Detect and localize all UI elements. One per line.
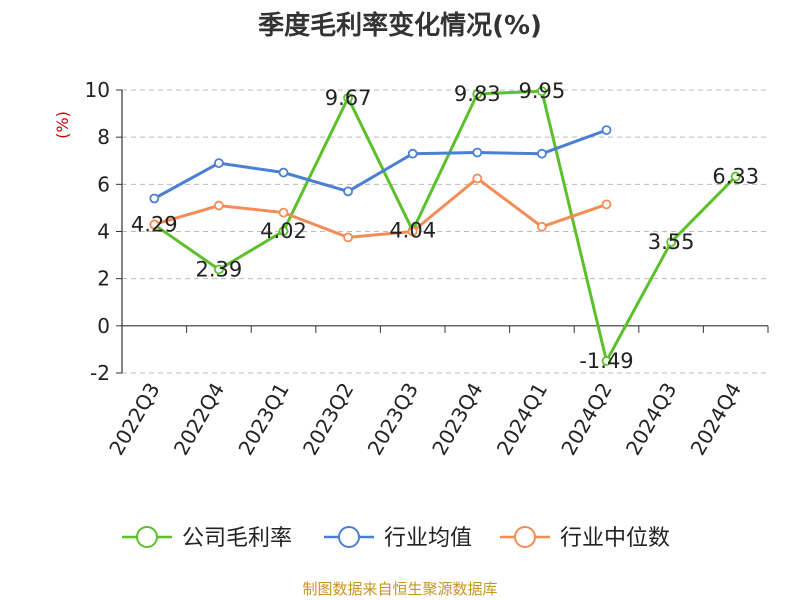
x-tick-label: 2022Q3 [104,379,164,460]
data-point [472,89,483,99]
series-line-0 [153,89,737,363]
y-tick-label: 2 [97,267,110,291]
data-point [149,219,160,230]
x-tick-label: 2023Q3 [363,379,423,460]
data-point [407,226,418,237]
data-label: 6.33 [712,165,759,189]
data-point [601,356,612,366]
data-point [537,148,547,159]
data-label: 4.29 [131,213,178,237]
data-labels: 4.29 2.39 4.02 9.67 4.04 9.83 9.95 -1.49 3.55 6.3… [131,79,759,373]
x-tick-labels: 2022Q3 2022Q4 2023Q1 2023Q2 2023Q3 2023Q4 2024… [104,379,746,460]
data-point [472,173,483,184]
data-point [730,171,741,182]
data-point [537,221,547,232]
legend-label: 行业中位数 [560,526,670,551]
y-tick-label: 8 [97,125,110,149]
legend-label: 行业均值 [384,526,472,551]
legend-item: 行业中位数 [500,526,670,551]
data-point [213,200,224,211]
x-tick-label: 2024Q4 [686,379,746,460]
data-point [601,199,612,210]
data-label: -1.49 [579,349,633,373]
data-point [213,158,224,169]
data-label: 9.95 [519,79,566,103]
chart-title: 季度毛利率变化情况(%) [258,10,542,41]
x-tick-label: 2024Q3 [621,379,681,460]
data-label: 2.39 [196,257,243,281]
x-tick-label: 2022Q4 [169,379,229,460]
legend-marker [514,526,536,548]
data-point [666,237,676,248]
y-tick-label: 4 [97,220,110,244]
data-point [472,147,483,158]
data-point [278,226,289,236]
data-point [601,125,612,135]
data-point [537,86,547,97]
y-tick-label: 6 [97,172,110,196]
legend: 公司毛利率 行业均值 行业中位数 [122,526,670,551]
data-label: 9.83 [454,82,501,106]
x-tick-label: 2024Q1 [492,379,552,460]
data-point [149,193,160,204]
y-tick-label: -2 [90,361,110,385]
data-point [343,232,354,243]
legend-label: 公司毛利率 [182,526,292,551]
y-tick-label: 10 [85,78,110,102]
data-label: 4.04 [389,219,436,243]
data-label: 9.67 [325,86,372,110]
x-tick-label: 2023Q4 [427,379,487,460]
series-line-2 [153,176,607,239]
y-tick-labels: -2 0 2 4 6 8 10 [85,78,110,385]
data-point [213,264,224,275]
series-line-1 [153,128,608,200]
data-label: 3.55 [648,230,695,254]
data-point [407,148,418,159]
legend-marker [338,526,360,548]
source-note: 制图数据来自恒生聚源数据库 [302,580,497,598]
x-tick-label: 2023Q2 [298,379,358,460]
x-tick-label: 2024Q2 [556,379,616,460]
legend-item: 行业均值 [324,526,472,551]
x-tick-label: 2023Q1 [233,379,293,460]
y-axis-unit-label: (%) [53,111,72,139]
axes [116,89,769,374]
legend-marker [136,526,158,548]
y-tick-label: 0 [97,314,110,338]
data-point [278,207,289,218]
data-point [343,186,354,197]
series-group [149,86,741,366]
data-point [278,167,289,178]
data-point [343,92,354,103]
legend-item: 公司毛利率 [122,526,292,551]
data-label: 4.02 [260,219,307,243]
